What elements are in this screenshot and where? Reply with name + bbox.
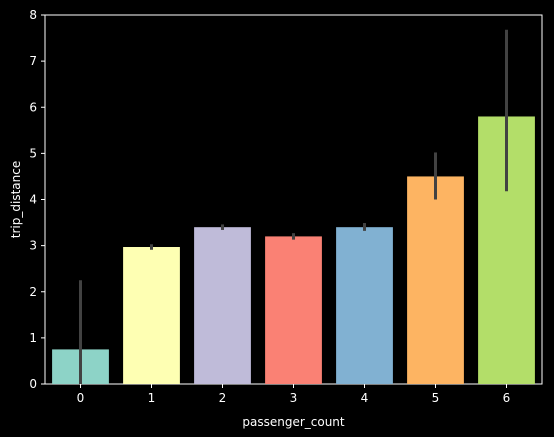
- x-tick-label-0: 0: [77, 391, 85, 405]
- x-axis-label: passenger_count: [242, 415, 345, 429]
- y-axis-label: trip_distance: [9, 161, 23, 238]
- y-tick-label-1: 1: [29, 331, 37, 345]
- y-tick-label-6: 6: [29, 100, 37, 114]
- bar-2: [194, 227, 251, 384]
- x-tick-label-4: 4: [361, 391, 369, 405]
- bar-3: [265, 236, 322, 384]
- bar-1: [123, 247, 180, 384]
- x-tick-label-3: 3: [290, 391, 298, 405]
- y-tick-label-4: 4: [29, 193, 37, 207]
- bar-5: [407, 176, 464, 384]
- x-tick-label-2: 2: [219, 391, 227, 405]
- x-tick-label-5: 5: [432, 391, 440, 405]
- y-tick-label-0: 0: [29, 377, 37, 391]
- y-tick-label-5: 5: [29, 146, 37, 160]
- y-tick-label-8: 8: [29, 8, 37, 22]
- y-tick-label-7: 7: [29, 54, 37, 68]
- y-tick-label-2: 2: [29, 285, 37, 299]
- y-tick-label-3: 3: [29, 239, 37, 253]
- x-tick-label-1: 1: [148, 391, 156, 405]
- x-tick-label-6: 6: [503, 391, 511, 405]
- bar-4: [336, 227, 393, 384]
